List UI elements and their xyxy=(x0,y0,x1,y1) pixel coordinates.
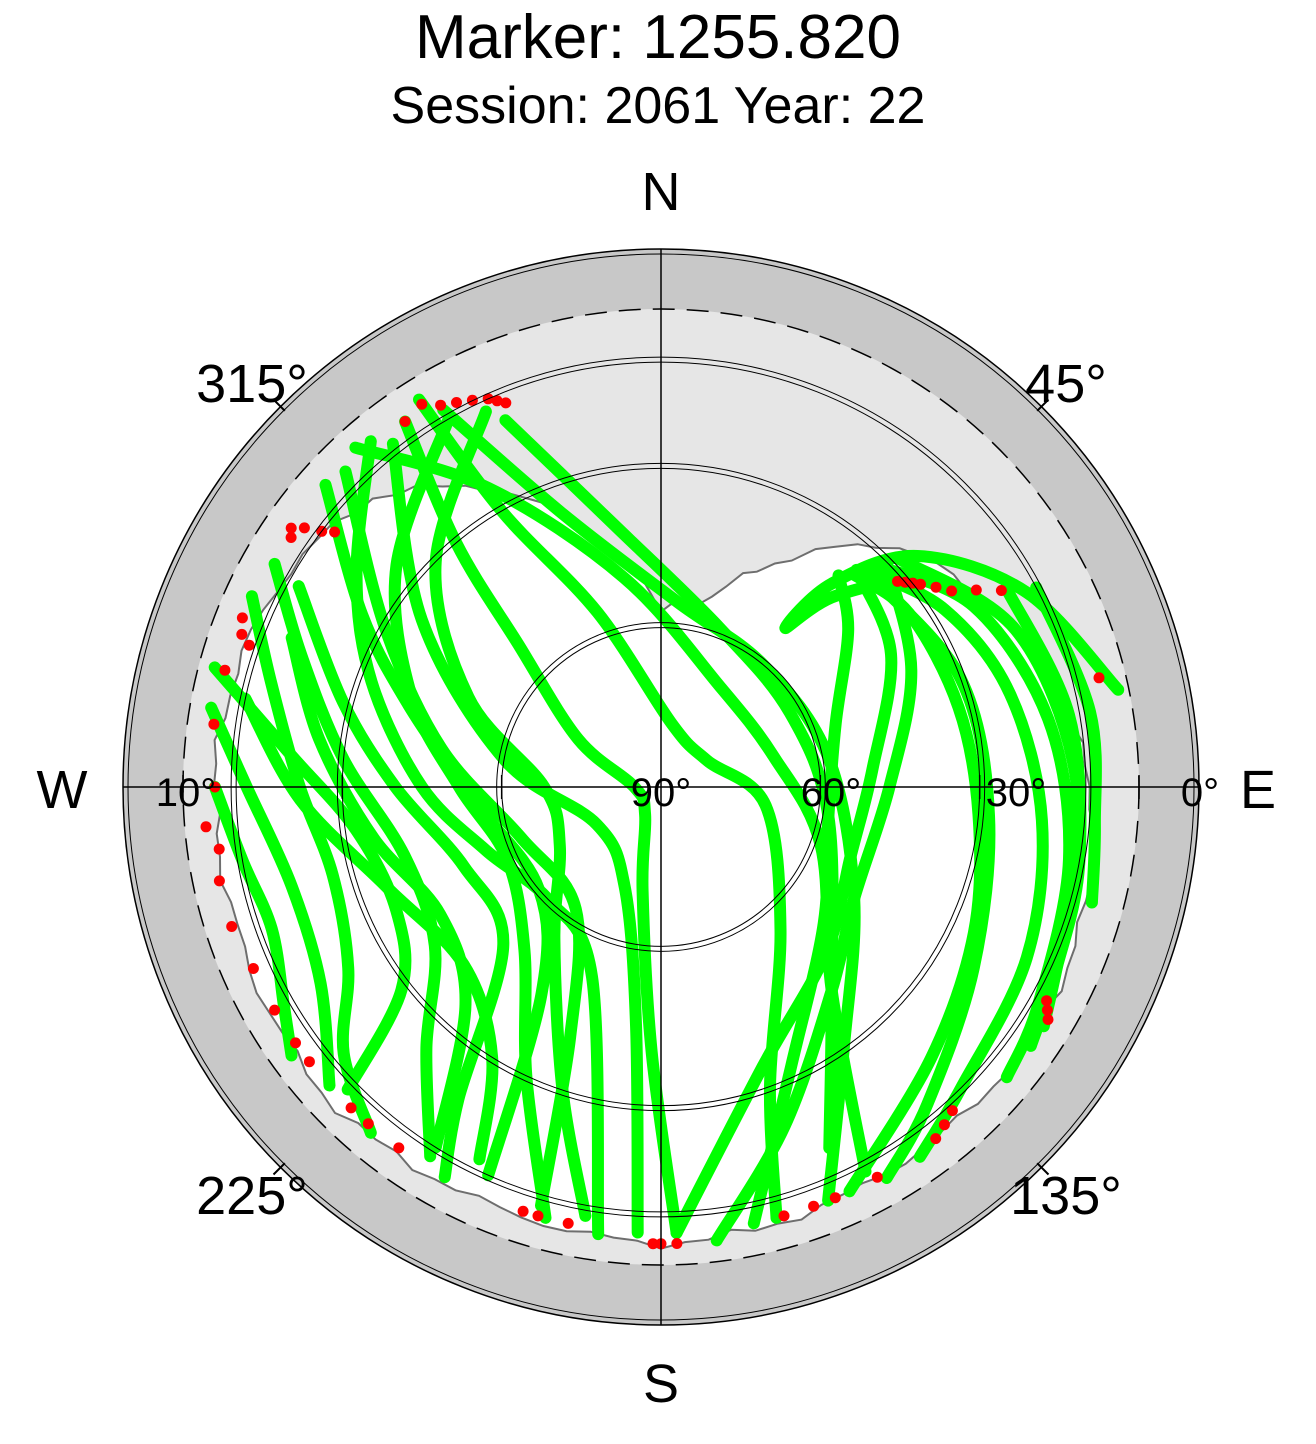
satellite-track-6 xyxy=(857,563,1049,1163)
track-endpoint-51 xyxy=(915,578,926,590)
elevation-label-90: 90° xyxy=(631,771,692,815)
track-endpoint-44 xyxy=(1042,1014,1054,1025)
chart-title: Marker: 1255.820 xyxy=(415,3,901,72)
chart-subtitle: Session: 2061 Year: 22 xyxy=(390,77,926,135)
satellite-track-27 xyxy=(499,414,839,1154)
track-endpoint-20 xyxy=(200,821,212,833)
cardinal-label-n: N xyxy=(642,162,681,222)
track-endpoint-7 xyxy=(491,395,503,407)
track-endpoint-52 xyxy=(930,581,942,593)
elevation-label-10: 10° xyxy=(156,771,217,815)
track-endpoint-47 xyxy=(1093,672,1105,684)
track-endpoint-53 xyxy=(946,585,958,597)
track-endpoint-8 xyxy=(500,397,512,409)
satellite-track-22 xyxy=(319,478,554,1182)
skyplot-grid xyxy=(123,249,1199,1325)
track-endpoint-22 xyxy=(213,875,225,887)
azimuth-tick-225 xyxy=(272,1162,286,1176)
track-endpoint-34 xyxy=(647,1238,659,1250)
track-endpoint-49 xyxy=(892,575,903,587)
track-endpoint-38 xyxy=(808,1200,820,1212)
satellite-track-28 xyxy=(208,661,412,1096)
satellite-track-18 xyxy=(413,393,787,1224)
track-endpoint-41 xyxy=(930,1133,942,1145)
satellite-track-29 xyxy=(865,570,996,1184)
satellite-track-24 xyxy=(285,631,472,1154)
track-endpoint-10 xyxy=(285,532,297,543)
elevation-label-0: 0° xyxy=(1181,771,1219,815)
track-endpoint-28 xyxy=(345,1102,357,1114)
satellite-track-25 xyxy=(292,580,510,1184)
track-endpoint-40 xyxy=(871,1171,883,1183)
track-endpoint-17 xyxy=(219,664,231,676)
track-endpoint-31 xyxy=(517,1205,529,1217)
track-endpoint-13 xyxy=(329,526,341,538)
cardinal-label-s: S xyxy=(643,1354,679,1414)
track-endpoint-46 xyxy=(1041,995,1053,1007)
track-endpoint-29 xyxy=(362,1118,374,1130)
azimuth-label-315: 315° xyxy=(196,354,308,414)
azimuth-tick-45 xyxy=(1036,398,1050,412)
track-endpoint-21 xyxy=(213,843,225,855)
track-endpoint-42 xyxy=(938,1119,950,1131)
track-endpoint-11 xyxy=(298,522,310,534)
track-endpoint-32 xyxy=(532,1210,544,1222)
track-endpoint-30 xyxy=(393,1142,405,1154)
satellite-track-14 xyxy=(245,590,377,1139)
track-endpoint-15 xyxy=(236,628,248,640)
track-endpoint-37 xyxy=(778,1210,790,1222)
track-endpoint-39 xyxy=(829,1192,841,1204)
track-endpoint-33 xyxy=(562,1217,574,1229)
track-endpoint-25 xyxy=(269,1004,281,1016)
elevation-label-60: 60° xyxy=(801,771,862,815)
track-endpoint-55 xyxy=(995,585,1007,596)
track-endpoint-9 xyxy=(285,522,297,534)
satellite-track-23 xyxy=(239,692,499,1166)
track-endpoint-4 xyxy=(451,397,462,408)
satellite-track-9 xyxy=(1030,581,1102,909)
track-endpoint-26 xyxy=(290,1037,301,1049)
track-endpoint-45 xyxy=(1041,1004,1053,1016)
track-endpoint-16 xyxy=(243,639,255,651)
track-endpoint-3 xyxy=(435,399,447,411)
satellite-track-30 xyxy=(891,552,1084,1033)
satellite-track-7 xyxy=(869,559,1076,1084)
cardinal-label-w: W xyxy=(37,760,88,820)
cardinal-label-e: E xyxy=(1240,760,1276,820)
azimuth-tick-135 xyxy=(1036,1162,1050,1176)
track-endpoint-1 xyxy=(399,416,411,427)
track-endpoint-2 xyxy=(416,398,428,410)
track-endpoint-24 xyxy=(247,963,259,974)
elevation-label-30: 30° xyxy=(986,771,1047,815)
track-endpoint-27 xyxy=(303,1056,315,1068)
track-endpoint-14 xyxy=(236,612,248,624)
azimuth-label-225: 225° xyxy=(196,1166,308,1226)
skyplot-labels: N E S W 45° 135° 225° 315° 0° 10° 30° 60… xyxy=(37,162,1277,1414)
azimuth-label-135: 135° xyxy=(1010,1166,1122,1226)
azimuth-tick-315 xyxy=(272,398,286,412)
track-endpoint-54 xyxy=(970,584,982,596)
track-endpoint-18 xyxy=(208,718,220,730)
satellite-track-19 xyxy=(386,437,644,1239)
track-endpoint-36 xyxy=(671,1238,683,1249)
track-endpoint-43 xyxy=(946,1105,958,1117)
satellite-track-16 xyxy=(208,781,298,1062)
satellite-track-26 xyxy=(437,403,861,1207)
azimuth-label-45: 45° xyxy=(1025,354,1107,414)
track-endpoint-23 xyxy=(226,921,238,932)
